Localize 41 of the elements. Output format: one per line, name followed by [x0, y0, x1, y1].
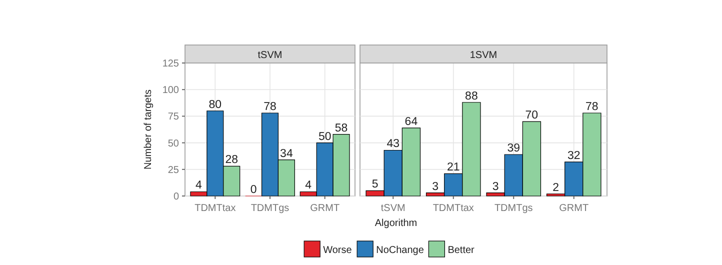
x-tick-label: TDMTgs: [494, 203, 533, 214]
data-label: 3: [492, 180, 499, 193]
data-label: 34: [280, 148, 294, 160]
y-tick-label: 0: [173, 192, 180, 202]
x-tick-label: GRMT: [559, 203, 589, 214]
data-label: 21: [446, 162, 460, 174]
data-label: 70: [525, 110, 538, 122]
data-label: 28: [225, 154, 238, 166]
x-tick-label: GRMT: [310, 203, 340, 214]
data-label: 43: [386, 138, 400, 150]
legend-label: Worse: [323, 245, 352, 256]
x-axis-title: Algorithm: [374, 218, 418, 229]
legend-label: Better: [448, 245, 476, 256]
data-label: 32: [567, 150, 580, 162]
data-label: 64: [404, 116, 418, 128]
data-label: 4: [305, 180, 312, 192]
data-label: 4: [196, 180, 203, 192]
data-label: 78: [586, 101, 598, 114]
data-label: 5: [372, 178, 378, 191]
data-label: 50: [318, 130, 332, 143]
y-axis-title: Number of targets: [143, 89, 154, 170]
x-tick-label: TDMTtax: [432, 203, 474, 214]
data-label: 78: [264, 101, 276, 114]
y-tick-label: 25: [168, 164, 180, 176]
data-label: 39: [507, 142, 520, 155]
data-label: 0: [250, 184, 257, 196]
legend-label: NoChange: [376, 245, 424, 256]
y-tick-label: 75: [168, 112, 180, 123]
x-tick-label: TDMTtax: [194, 203, 236, 214]
x-tick-label: tSVM: [380, 203, 406, 214]
chart-title: tSVM: [258, 50, 282, 61]
y-tick-label: 100: [162, 85, 180, 96]
y-tick-label: 125: [162, 58, 180, 70]
x-tick-label: TDMTgs: [250, 203, 290, 214]
data-label: 80: [208, 98, 222, 111]
y-tick-label: 50: [168, 138, 180, 150]
data-label: 2: [552, 182, 559, 194]
data-label: 88: [465, 90, 478, 102]
data-label: 58: [334, 122, 348, 134]
data-label: 3: [432, 180, 439, 193]
chart-title: 1SVM: [470, 50, 498, 61]
